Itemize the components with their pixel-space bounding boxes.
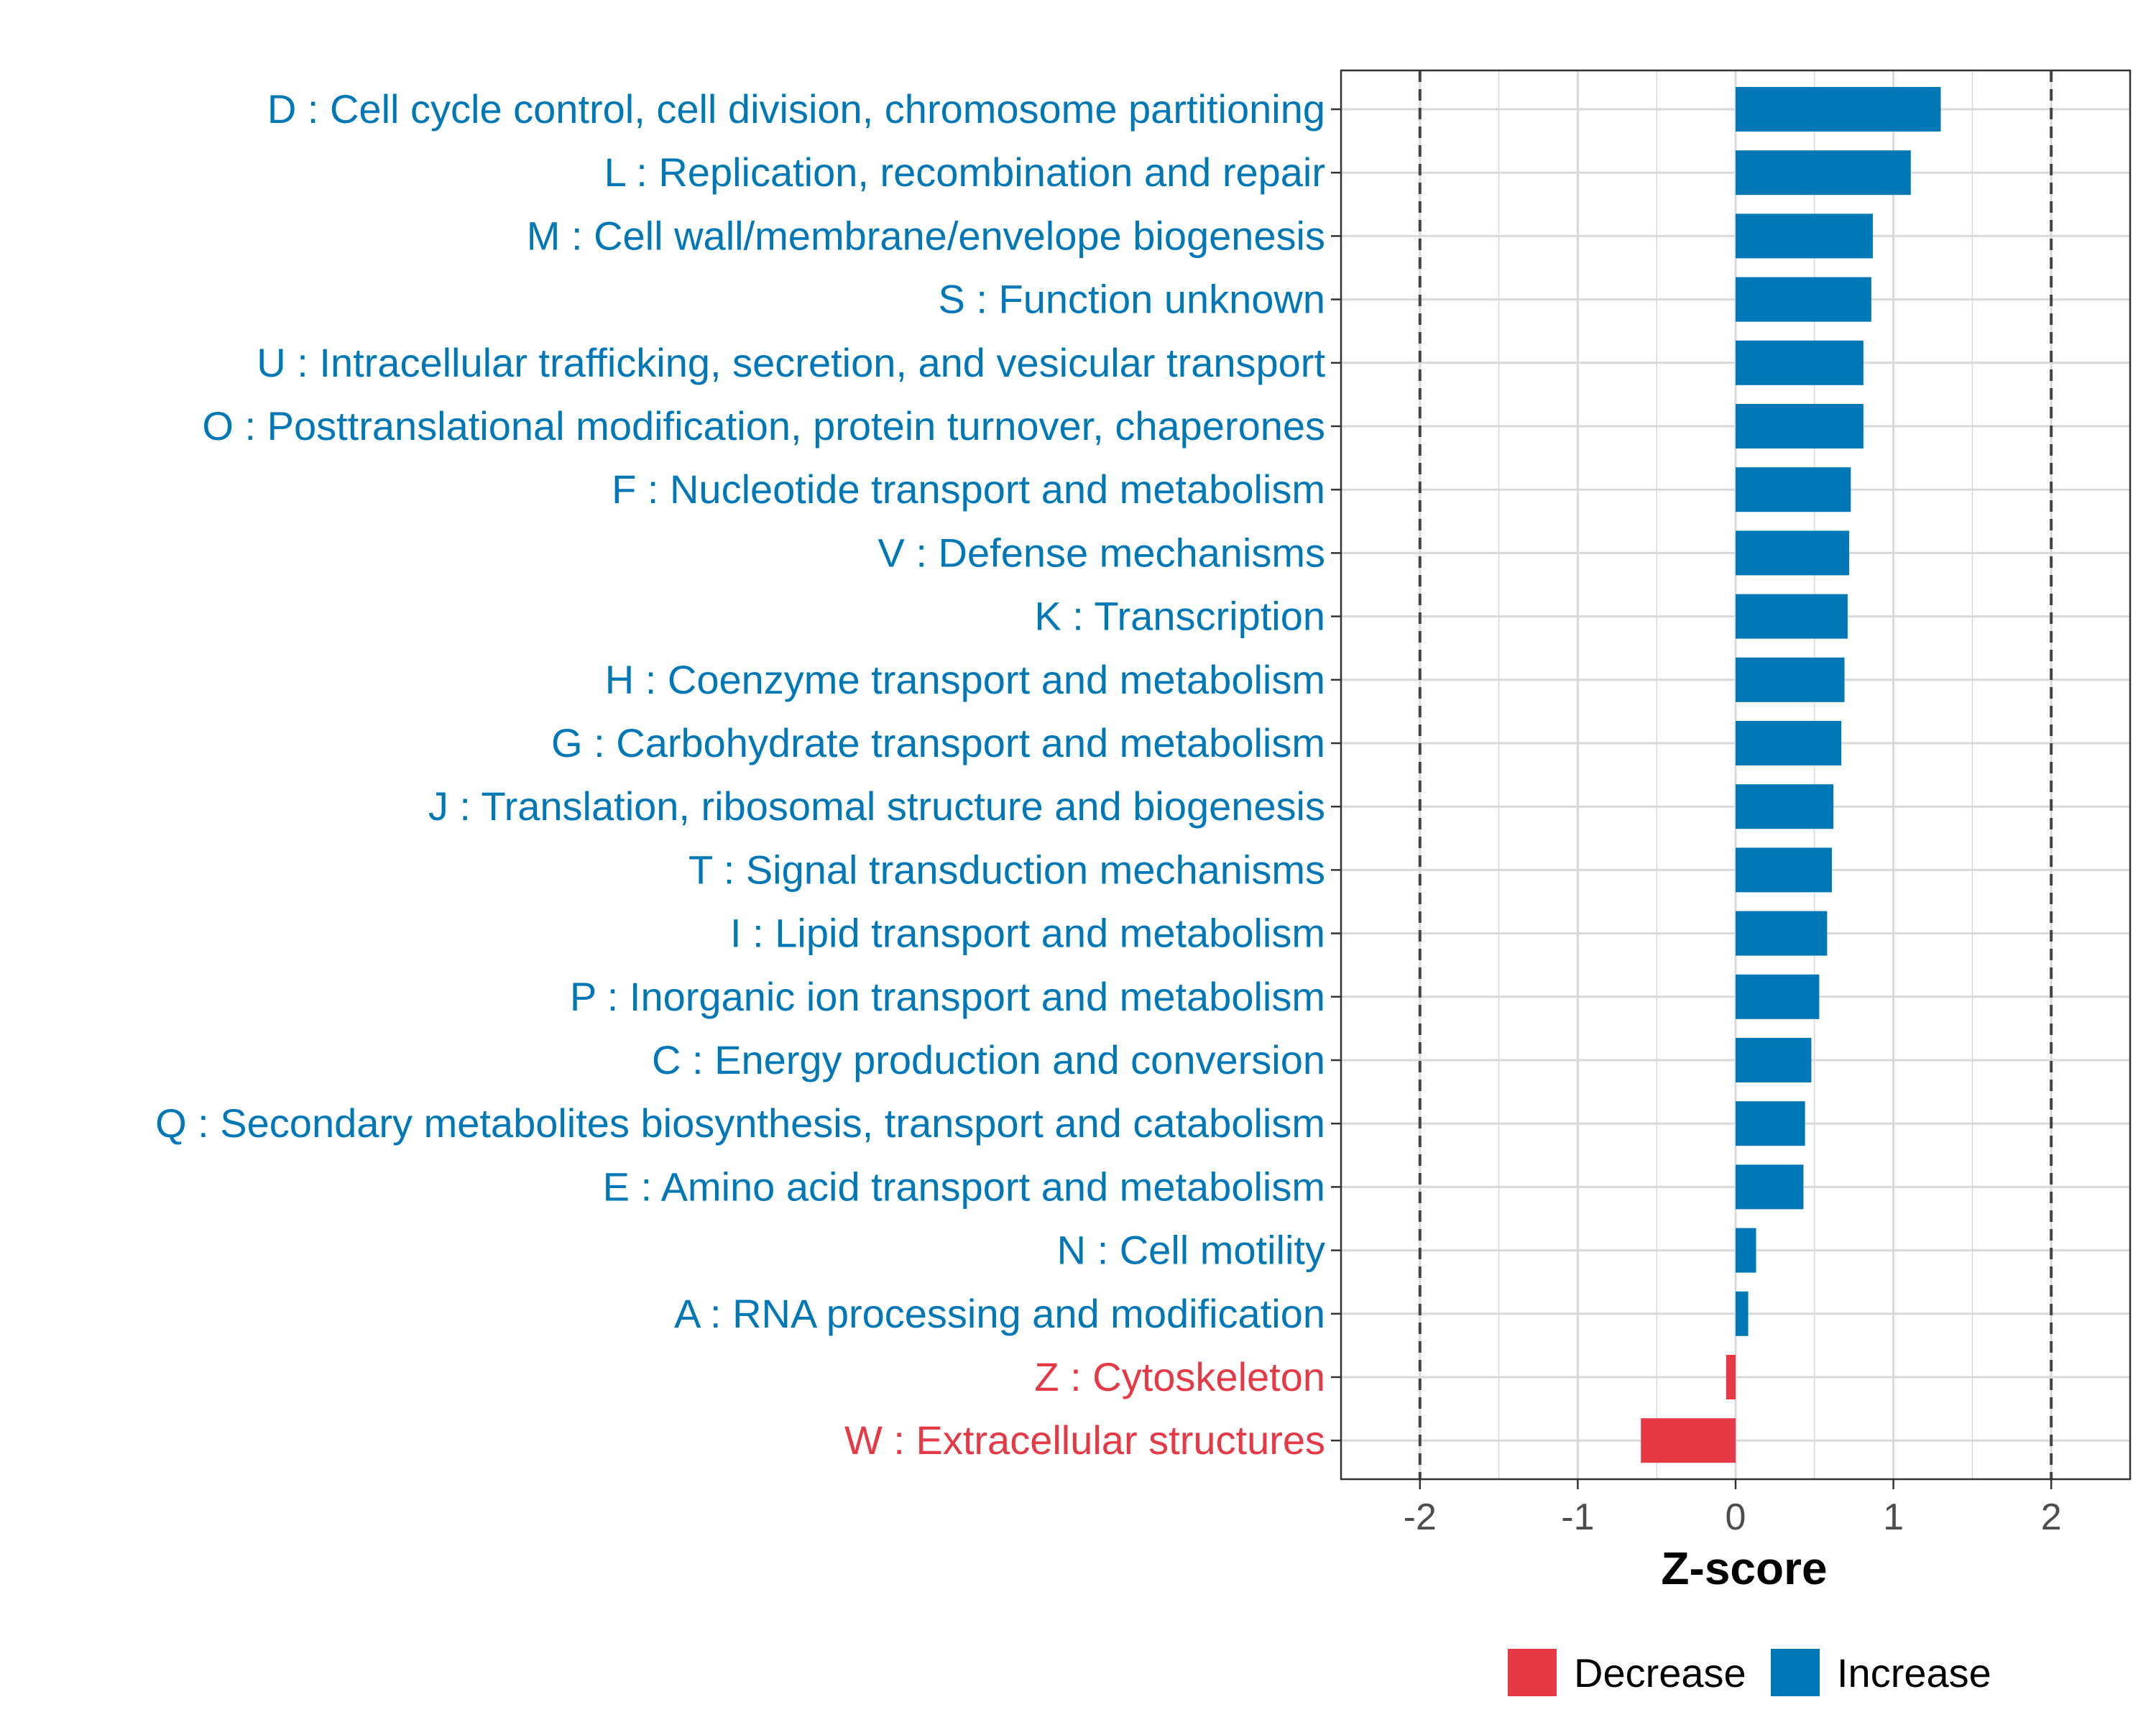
x-tick-label: -2 xyxy=(1404,1496,1437,1538)
category-label: H : Coenzyme transport and metabolism xyxy=(605,657,1325,702)
legend: Decrease Increase xyxy=(1508,1649,1991,1696)
bar xyxy=(1736,657,1845,702)
category-label: G : Carbohydrate transport and metabolis… xyxy=(551,720,1325,765)
category-label: U : Intracellular trafficking, secretion… xyxy=(257,340,1325,385)
legend-label: Decrease xyxy=(1574,1650,1746,1696)
bar xyxy=(1736,277,1871,322)
category-label: O : Posttranslational modification, prot… xyxy=(202,403,1325,448)
bar xyxy=(1726,1355,1736,1399)
category-label: S : Function unknown xyxy=(938,277,1325,322)
bar xyxy=(1736,1164,1804,1210)
bar xyxy=(1736,911,1828,956)
category-label: V : Defense mechanisms xyxy=(878,530,1325,575)
bar xyxy=(1736,150,1911,196)
x-axis-title: Z-score xyxy=(1661,1542,1827,1594)
category-label: W : Extracellular structures xyxy=(844,1417,1325,1463)
bar xyxy=(1736,847,1832,893)
bar xyxy=(1736,1228,1756,1273)
category-label: I : Lipid transport and metabolism xyxy=(730,911,1325,956)
category-label: E : Amino acid transport and metabolism xyxy=(603,1164,1325,1209)
bar xyxy=(1641,1418,1736,1463)
category-label: D : Cell cycle control, cell division, c… xyxy=(267,86,1325,132)
category-label: K : Transcription xyxy=(1034,594,1325,639)
x-tick-label: 2 xyxy=(2041,1496,2062,1538)
x-tick-label: -1 xyxy=(1561,1496,1594,1538)
bar xyxy=(1736,721,1842,765)
bar xyxy=(1736,467,1851,512)
legend-swatch xyxy=(1508,1649,1557,1696)
bar xyxy=(1736,340,1864,385)
legend-swatch xyxy=(1771,1649,1820,1696)
bars xyxy=(1641,87,1941,1463)
x-tick-label: 0 xyxy=(1726,1496,1746,1538)
bar xyxy=(1736,1038,1812,1082)
x-axis-ticks: -2 -1 0 1 2 xyxy=(1404,1479,2062,1538)
category-label: P : Inorganic ion transport and metaboli… xyxy=(570,974,1325,1019)
bar xyxy=(1736,594,1848,639)
category-label: M : Cell wall/membrane/envelope biogenes… xyxy=(527,213,1325,258)
bar xyxy=(1736,1101,1805,1146)
category-label: L : Replication, recombination and repai… xyxy=(604,150,1325,195)
bar xyxy=(1736,87,1941,132)
category-label: T : Signal transduction mechanisms xyxy=(688,847,1325,892)
bar xyxy=(1736,1291,1749,1336)
category-label: Z : Cytoskeleton xyxy=(1034,1354,1325,1399)
bar xyxy=(1736,213,1874,259)
reference-lines xyxy=(1418,70,2053,1479)
category-label: C : Energy production and conversion xyxy=(652,1037,1325,1082)
category-label: Q : Secondary metabolites biosynthesis, … xyxy=(155,1100,1325,1146)
bar xyxy=(1736,530,1850,576)
legend-label: Increase xyxy=(1837,1650,1991,1696)
category-label: F : Nucleotide transport and metabolism xyxy=(612,466,1325,512)
category-label: N : Cell motility xyxy=(1057,1228,1325,1273)
y-axis-ticks xyxy=(1331,108,1341,1442)
bar xyxy=(1736,974,1820,1019)
category-label: J : Translation, ribosomal structure and… xyxy=(428,783,1325,829)
category-label: A : RNA processing and modification xyxy=(674,1291,1325,1336)
category-labels: D : Cell cycle control, cell division, c… xyxy=(155,86,1325,1463)
x-tick-label: 1 xyxy=(1883,1496,1904,1538)
bar xyxy=(1736,784,1834,829)
bar xyxy=(1736,404,1864,448)
